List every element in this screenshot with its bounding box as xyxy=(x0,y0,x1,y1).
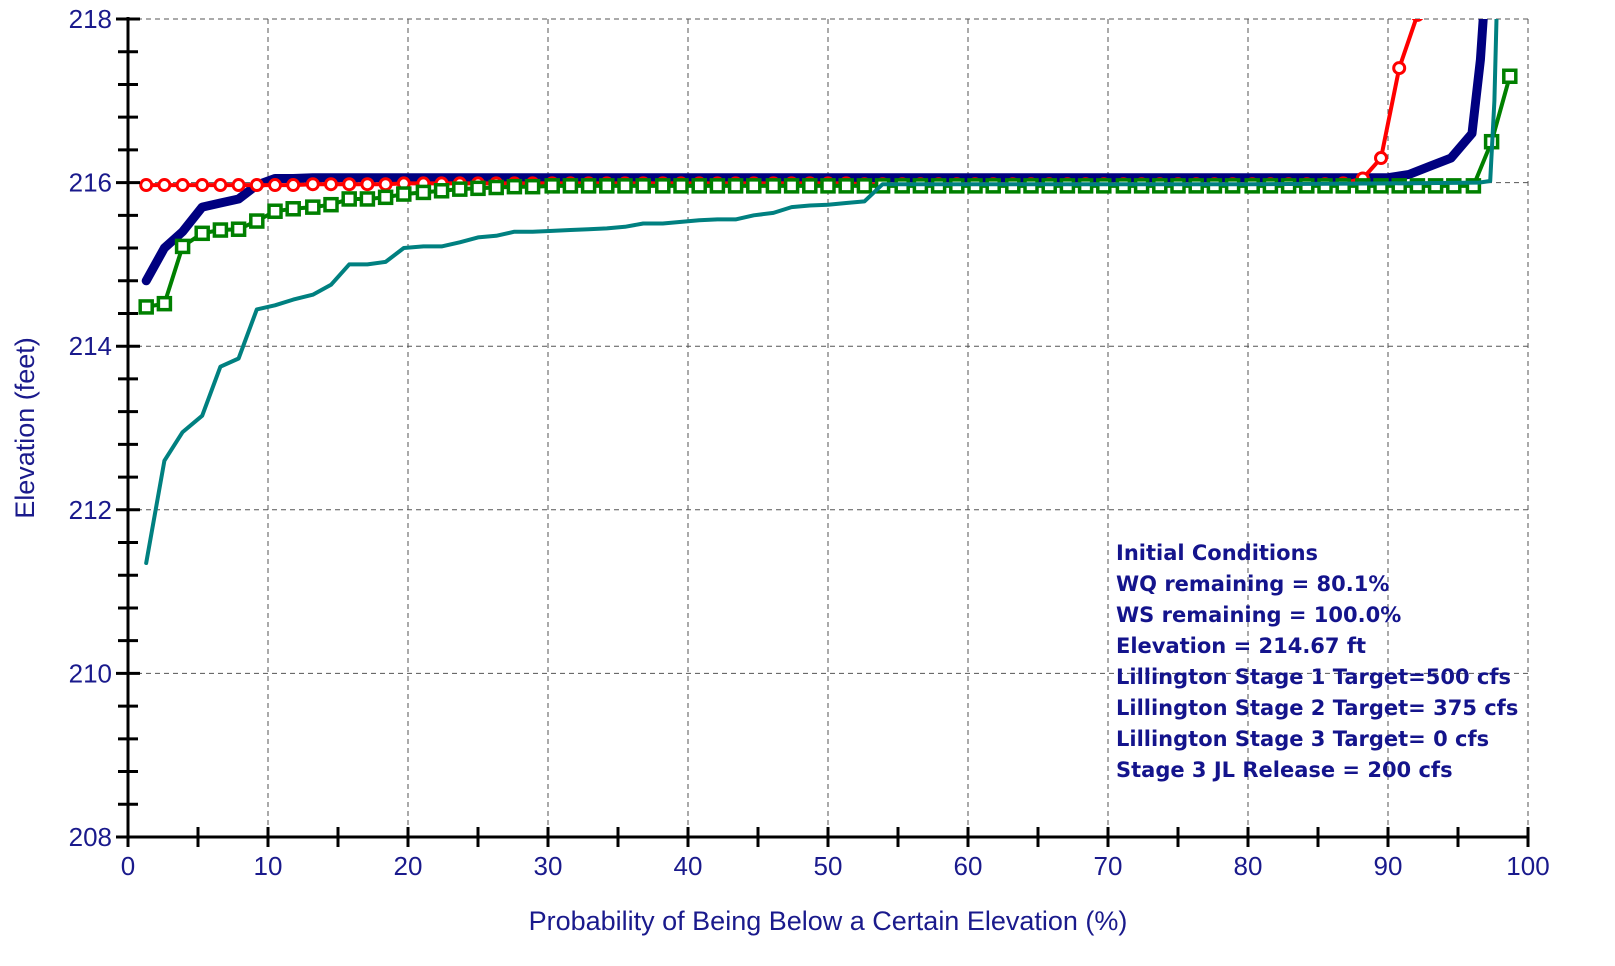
x-tick-label: 40 xyxy=(674,851,703,881)
series-marker xyxy=(342,177,357,192)
series-marker xyxy=(212,222,229,238)
x-tick-label: 70 xyxy=(1094,851,1123,881)
series-marker xyxy=(138,299,154,315)
series-marker xyxy=(267,203,283,219)
series-marker xyxy=(673,178,689,194)
y-axis-title: Elevation (feet) xyxy=(10,337,40,519)
series-marker xyxy=(341,191,357,207)
series-marker xyxy=(157,178,172,193)
series-line xyxy=(141,19,1488,286)
series-marker xyxy=(305,177,320,192)
annotation-line: WQ remaining = 80.1% xyxy=(1116,572,1389,596)
series-marker xyxy=(617,178,633,194)
annotation-line: Elevation = 214.67 ft xyxy=(1116,634,1366,658)
series-marker xyxy=(174,238,191,255)
y-tick-label: 214 xyxy=(69,331,112,361)
series-marker xyxy=(524,178,541,195)
series-marker xyxy=(635,178,651,194)
annotation-line: Initial Conditions xyxy=(1116,541,1318,565)
series-marker xyxy=(1317,178,1333,194)
series-marker xyxy=(433,183,450,199)
annotation-block: Initial Conditions WQ remaining = 80.1% WS… xyxy=(1116,541,1518,782)
annotation-line: WS remaining = 100.0% xyxy=(1116,603,1401,627)
x-tick-label: 50 xyxy=(814,851,843,881)
x-tick-label: 0 xyxy=(121,851,135,881)
series-marker xyxy=(249,213,265,229)
annotation-line: Stage 3 JL Release = 200 cfs xyxy=(1116,758,1453,782)
series-marker xyxy=(396,186,412,202)
series-marker xyxy=(544,178,560,194)
series-marker xyxy=(324,177,338,192)
series-marker xyxy=(691,178,707,194)
series-marker xyxy=(415,184,432,201)
series-marker xyxy=(765,178,782,194)
series-1 xyxy=(141,19,1488,286)
y-tick-label: 218 xyxy=(69,4,112,34)
series-marker xyxy=(599,178,615,194)
x-tick-label: 30 xyxy=(534,851,563,881)
annotation-line: Lillington Stage 1 Target=500 cfs xyxy=(1116,665,1511,689)
series-layer xyxy=(138,19,1518,565)
series-marker xyxy=(359,191,376,207)
y-tick-label: 212 xyxy=(69,495,112,525)
x-tick-label: 80 xyxy=(1234,851,1263,881)
series-marker xyxy=(470,180,486,197)
series-marker xyxy=(156,295,173,312)
tick-labels: 208 210 212 214 216 218 0 10 20 30 40 50 60 70 80 90 100 xyxy=(69,4,1550,881)
series-3 xyxy=(138,68,1518,315)
annotation-line: Lillington Stage 2 Target= 375 cfs xyxy=(1116,696,1518,720)
series-marker xyxy=(580,178,597,194)
series-marker xyxy=(377,189,394,206)
series-marker xyxy=(655,178,671,194)
series-marker xyxy=(323,196,339,213)
axes xyxy=(116,17,1530,847)
y-tick-label: 216 xyxy=(69,168,112,198)
series-marker xyxy=(194,225,210,242)
series-marker xyxy=(562,178,579,194)
series-marker xyxy=(305,199,321,215)
x-axis-title: Probability of Being Below a Certain Ele… xyxy=(529,906,1128,936)
series-marker xyxy=(452,181,468,197)
x-tick-label: 90 xyxy=(1374,851,1403,881)
series-marker xyxy=(506,178,523,195)
series-marker xyxy=(175,178,190,193)
y-tick-label: 208 xyxy=(69,822,112,852)
series-marker xyxy=(1502,68,1518,85)
annotation-line: Lillington Stage 3 Target= 0 cfs xyxy=(1116,727,1489,751)
series-marker xyxy=(727,178,744,194)
series-marker xyxy=(285,201,301,217)
x-tick-label: 10 xyxy=(254,851,283,881)
series-marker xyxy=(249,178,264,193)
series-marker xyxy=(360,177,375,192)
series-line xyxy=(144,19,1499,565)
series-marker xyxy=(378,177,393,192)
series-marker xyxy=(488,179,504,196)
series-marker xyxy=(838,178,854,194)
series-marker xyxy=(286,178,301,193)
series-marker xyxy=(1411,19,1424,22)
series-marker xyxy=(802,178,818,194)
series-marker xyxy=(195,178,210,193)
series-marker xyxy=(139,178,154,193)
series-marker xyxy=(213,178,228,193)
series-marker xyxy=(268,178,282,193)
x-tick-label: 60 xyxy=(954,851,983,881)
series-4 xyxy=(144,19,1499,565)
x-tick-label: 100 xyxy=(1506,851,1549,881)
series-marker xyxy=(746,178,762,194)
series-marker xyxy=(231,178,246,193)
series-marker xyxy=(1392,61,1407,76)
x-tick-label: 20 xyxy=(394,851,423,881)
series-marker xyxy=(820,178,836,194)
series-marker xyxy=(709,178,726,194)
series-marker xyxy=(856,178,873,194)
y-tick-label: 210 xyxy=(69,658,112,688)
grid-lines xyxy=(128,18,1529,837)
series-marker xyxy=(1374,151,1388,166)
series-marker xyxy=(783,178,800,194)
series-marker xyxy=(230,221,247,237)
